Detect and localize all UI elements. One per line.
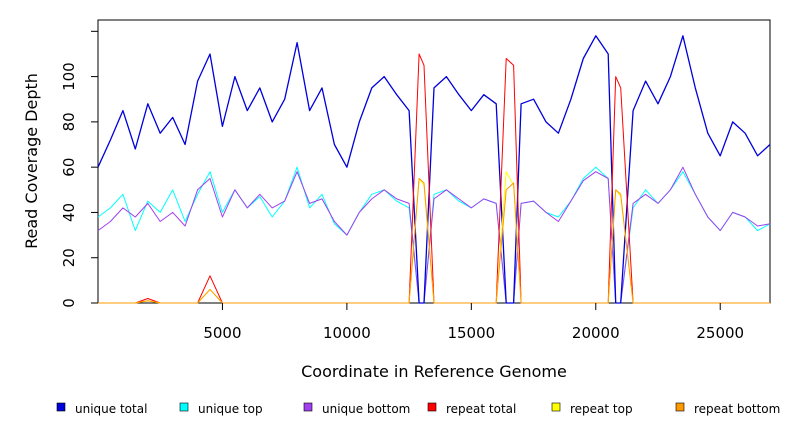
y-tick-label: 20: [60, 248, 78, 267]
y-tick-label: 100: [60, 62, 78, 91]
x-axis: 5000 10000 15000 20000 25000: [203, 303, 744, 342]
series-line-unique-bottom: [97, 166, 771, 304]
legend: unique total unique top unique bottom repea…: [56, 402, 780, 416]
legend-swatch: [56, 402, 66, 412]
x-axis-title: Coordinate in Reference Genome: [301, 362, 567, 381]
y-axis: 0 20 40 60 80 100: [60, 30, 98, 308]
plot-frame: [97, 19, 771, 304]
y-tick-label: 40: [60, 203, 78, 222]
x-tick-label: 5000: [203, 324, 241, 342]
series-line-unique-top: [97, 166, 771, 304]
legend-label: unique top: [198, 402, 263, 416]
x-tick-label: 15000: [447, 324, 495, 342]
y-axis-title: Read Coverage Depth: [22, 73, 41, 249]
legend-swatch: [551, 402, 561, 412]
series-layer: [97, 35, 771, 304]
legend-label: unique total: [75, 402, 147, 416]
x-tick-label: 10000: [323, 324, 371, 342]
legend-label: repeat total: [446, 402, 516, 416]
legend-label: repeat bottom: [694, 402, 780, 416]
y-tick-label: 0: [60, 298, 78, 308]
legend-swatch: [675, 402, 685, 412]
legend-swatch: [303, 402, 313, 412]
y-tick-label: 60: [60, 158, 78, 177]
series-line-repeat-bottom: [98, 178, 770, 304]
legend-swatch: [179, 402, 189, 412]
legend-label: repeat top: [570, 402, 633, 416]
x-tick-label: 25000: [696, 324, 744, 342]
y-tick-label: 80: [60, 112, 78, 131]
x-tick-label: 20000: [572, 324, 620, 342]
legend-swatch: [427, 402, 437, 412]
legend-label: unique bottom: [322, 402, 410, 416]
series-line-unique-total: [97, 35, 771, 304]
